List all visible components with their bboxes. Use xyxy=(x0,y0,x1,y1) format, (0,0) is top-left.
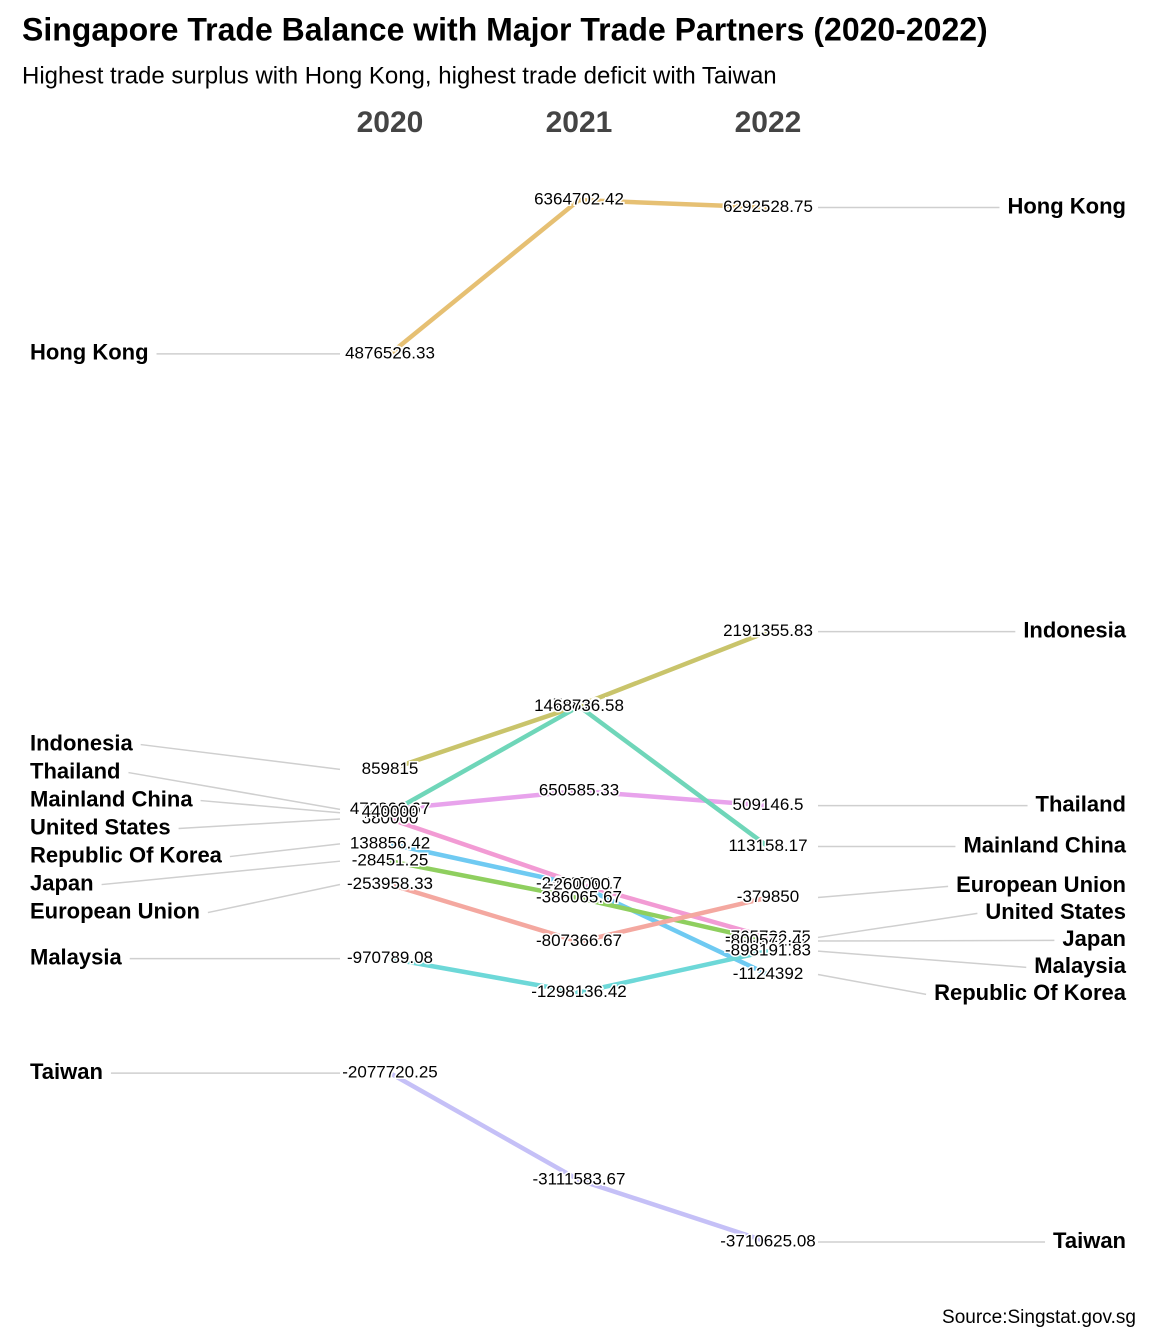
value-label: 650585.33 xyxy=(539,780,619,799)
legend-label: Republic Of Korea xyxy=(934,980,1127,1005)
value-label: -379850 xyxy=(737,887,799,906)
legend-label: European Union xyxy=(956,872,1126,897)
value-label: 380000 xyxy=(362,808,419,827)
value-label: 859815 xyxy=(362,759,419,778)
legend-label: Thailand xyxy=(30,758,120,783)
leader-line xyxy=(178,818,341,830)
legend-label: Thailand xyxy=(1036,791,1126,816)
value-label: -1124392 xyxy=(733,964,804,983)
value-label: 509146.5 xyxy=(733,795,804,814)
chart-title: Singapore Trade Balance with Major Trade… xyxy=(22,11,988,47)
leader-line xyxy=(207,883,341,914)
leader-line xyxy=(200,799,341,814)
value-label: -3111583.67 xyxy=(533,1170,626,1189)
leader-line xyxy=(140,743,341,771)
legend-label: Indonesia xyxy=(1023,617,1126,642)
legend-label: European Union xyxy=(30,898,200,923)
value-label: -1298136.42 xyxy=(531,982,626,1001)
value-label: -807366.67 xyxy=(536,931,622,950)
slope-line xyxy=(388,197,769,356)
slope-line xyxy=(388,1071,769,1245)
legend-label: Taiwan xyxy=(1053,1228,1126,1253)
leader-line xyxy=(817,950,1027,969)
slope-line xyxy=(389,882,769,945)
value-label: 1468736.58 xyxy=(534,696,624,715)
value-label: 6292528.75 xyxy=(723,197,813,216)
legend-label: Taiwan xyxy=(30,1059,103,1084)
legend-label: Malaysia xyxy=(1034,953,1126,978)
legend-label: Hong Kong xyxy=(1007,193,1126,218)
value-label: -260000 xyxy=(548,875,610,894)
year-label: 2022 xyxy=(735,106,802,139)
value-label: -800572.42 xyxy=(725,931,811,950)
legend-label: Japan xyxy=(1062,926,1126,951)
value-label: 4876526.33 xyxy=(345,343,435,362)
legend-label: Japan xyxy=(30,870,94,895)
value-label: 440000 xyxy=(362,802,419,821)
leader-line xyxy=(128,771,341,811)
value-label: -898191.83 xyxy=(725,941,811,960)
value-label: 138856.42 xyxy=(350,833,430,852)
year-label: 2021 xyxy=(546,106,613,139)
slope-line xyxy=(389,841,769,977)
source: Source:Singstat.gov.sg xyxy=(942,1307,1136,1328)
leader-line xyxy=(101,860,341,886)
leader-line xyxy=(817,939,1055,942)
legend-label: Malaysia xyxy=(30,944,122,969)
leader-line xyxy=(817,912,978,939)
value-label: -247078.17 xyxy=(536,873,622,892)
value-label: 113158.17 xyxy=(728,836,807,855)
legend-label: Mainland China xyxy=(963,832,1126,857)
legend-label: Indonesia xyxy=(30,730,133,755)
value-label: 472866.67 xyxy=(350,799,430,818)
slope-line xyxy=(389,858,769,944)
value-label: 2191355.83 xyxy=(723,621,813,640)
leader-line xyxy=(817,885,949,899)
legend-label: Mainland China xyxy=(30,786,193,811)
value-label: -970789.08 xyxy=(347,948,433,967)
value-label: -3710625.08 xyxy=(720,1231,815,1250)
legend-label: Hong Kong xyxy=(30,340,149,365)
value-label: -253958.33 xyxy=(347,874,433,893)
value-label: 1476818.58 xyxy=(534,695,624,714)
value-label: -28451.25 xyxy=(352,851,429,870)
leader-line xyxy=(229,843,341,858)
legend-label: United States xyxy=(30,814,171,839)
leader-line xyxy=(817,973,927,996)
legend-label: United States xyxy=(985,899,1126,924)
slope-line xyxy=(389,948,769,995)
chart-subtitle: Highest trade surplus with Hong Kong, hi… xyxy=(22,62,777,89)
value-label: -386065.67 xyxy=(536,888,622,907)
year-label: 2020 xyxy=(357,106,424,139)
slope-line xyxy=(388,703,770,849)
value-label: -2077720.25 xyxy=(342,1063,437,1082)
value-label: -765726.75 xyxy=(725,927,811,946)
legend-label: Republic Of Korea xyxy=(30,842,223,867)
value-label: 6364702.42 xyxy=(534,189,624,208)
